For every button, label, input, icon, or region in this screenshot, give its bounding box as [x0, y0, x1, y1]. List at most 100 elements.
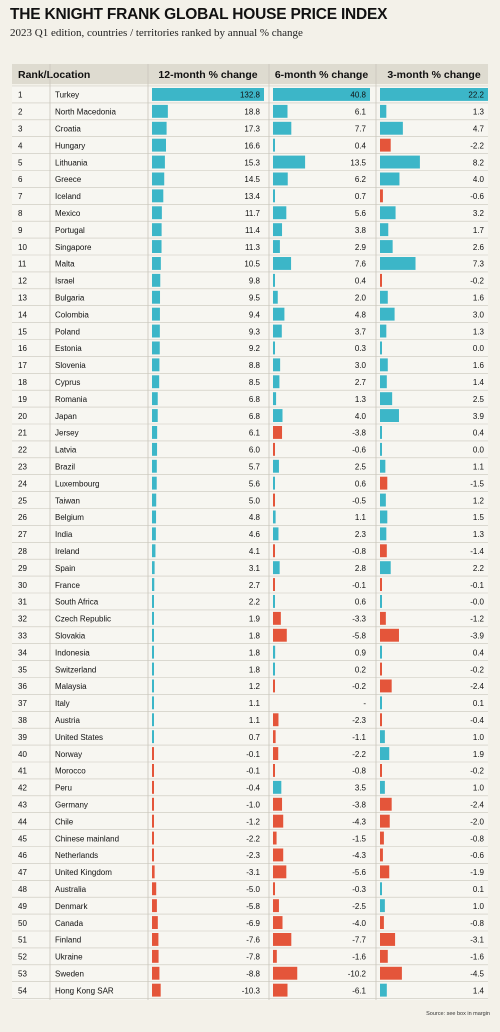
value-label: 13.4	[244, 192, 260, 201]
value-bar	[152, 764, 154, 777]
location-label: Spain	[55, 564, 75, 573]
chart-title: THE KNIGHT FRANK GLOBAL HOUSE PRICE INDE…	[10, 6, 388, 23]
location-label: Norway	[55, 750, 82, 759]
value-bar	[380, 104, 387, 118]
value-bar	[152, 341, 160, 355]
value-label: -3.3	[352, 615, 366, 624]
value-bar	[380, 206, 396, 220]
value-label: -0.8	[352, 767, 366, 776]
rank-label: 23	[18, 462, 27, 471]
value-bar	[152, 713, 154, 727]
value-bar	[380, 713, 382, 727]
value-bar	[380, 595, 382, 608]
value-label: 15.3	[244, 158, 260, 167]
rank-label: 4	[18, 141, 23, 150]
value-label: -2.3	[352, 716, 366, 725]
value-label: 7.6	[355, 260, 367, 269]
value-bar	[152, 206, 162, 220]
value-bar	[152, 544, 156, 558]
value-bar	[380, 476, 388, 490]
location-label: Czech Republic	[55, 615, 111, 624]
value-label: 0.4	[473, 648, 485, 657]
value-bar	[152, 240, 162, 253]
value-label: -10.2	[348, 969, 367, 978]
value-label: -1.2	[246, 817, 260, 826]
value-label: 1.0	[473, 902, 485, 911]
value-label: 3.2	[473, 209, 485, 218]
location-label: North Macedonia	[55, 108, 116, 117]
value-label: -5.0	[246, 885, 260, 894]
value-bar	[273, 442, 275, 456]
value-label: 40.8	[350, 91, 366, 100]
value-bar	[273, 240, 280, 253]
value-bar	[380, 730, 385, 744]
value-bar	[152, 290, 161, 304]
rank-label: 3	[18, 124, 23, 133]
value-bar	[152, 662, 154, 676]
value-label: -0.1	[246, 767, 260, 776]
value-label: -8.8	[246, 969, 260, 978]
value-label: -7.8	[246, 953, 260, 962]
value-label: 11.3	[245, 243, 261, 252]
value-bar	[152, 257, 161, 270]
value-bar	[273, 138, 275, 152]
value-label: 8.8	[249, 361, 261, 370]
rank-label: 38	[18, 716, 27, 725]
location-label: Ireland	[55, 547, 79, 556]
value-bar	[380, 628, 399, 642]
value-label: 8.2	[473, 158, 485, 167]
value-bar	[273, 290, 278, 304]
location-label: Finland	[55, 936, 81, 945]
value-bar	[152, 324, 160, 338]
location-label: Denmark	[55, 902, 88, 911]
location-label: Morocco	[55, 767, 86, 776]
value-bar	[380, 780, 385, 794]
value-label: 1.1	[355, 513, 367, 522]
value-label: 0.9	[355, 648, 367, 657]
value-label: -0.8	[470, 919, 484, 928]
value-bar	[380, 848, 383, 862]
value-label: -0.2	[352, 682, 366, 691]
value-bar	[152, 814, 154, 828]
rank-label: 48	[18, 885, 27, 894]
rank-label: 54	[18, 986, 27, 995]
value-label: -0.8	[470, 834, 484, 843]
location-label: Canada	[55, 919, 84, 928]
value-label: -0.6	[352, 446, 366, 455]
value-label: 6.1	[249, 429, 261, 438]
rank-label: 15	[18, 327, 27, 336]
value-bar	[380, 257, 416, 270]
value-label: 11.7	[245, 209, 261, 218]
value-label: 6.8	[249, 412, 261, 421]
value-bar	[152, 104, 168, 118]
rank-label: 30	[18, 581, 27, 590]
value-label: -0.2	[470, 277, 484, 286]
value-bar	[380, 189, 383, 203]
value-label: 3.1	[249, 564, 261, 573]
rank-label: 2	[18, 108, 23, 117]
location-label: Australia	[55, 885, 87, 894]
value-label: 3.0	[355, 361, 367, 370]
value-label: -1.5	[352, 834, 366, 843]
rank-label: 13	[18, 293, 27, 302]
location-label: Italy	[55, 699, 70, 708]
location-label: Singapore	[55, 243, 92, 252]
value-bar	[380, 747, 390, 760]
value-label: 22.2	[468, 91, 484, 100]
value-bar	[152, 172, 165, 186]
rank-label: 33	[18, 631, 27, 640]
value-label: -2.4	[470, 682, 484, 691]
value-label: -6.9	[246, 919, 260, 928]
value-label: 5.0	[249, 496, 261, 505]
value-label: 2.0	[355, 293, 367, 302]
value-bar	[273, 966, 298, 980]
value-bar	[273, 662, 275, 676]
value-label: 0.3	[355, 344, 367, 353]
value-label: 2.5	[473, 395, 485, 404]
value-label: -0.2	[470, 767, 484, 776]
value-bar	[273, 121, 292, 135]
rank-label: 22	[18, 446, 27, 455]
value-bar	[380, 172, 400, 186]
rank-label: 39	[18, 733, 27, 742]
value-label: 9.5	[249, 293, 261, 302]
